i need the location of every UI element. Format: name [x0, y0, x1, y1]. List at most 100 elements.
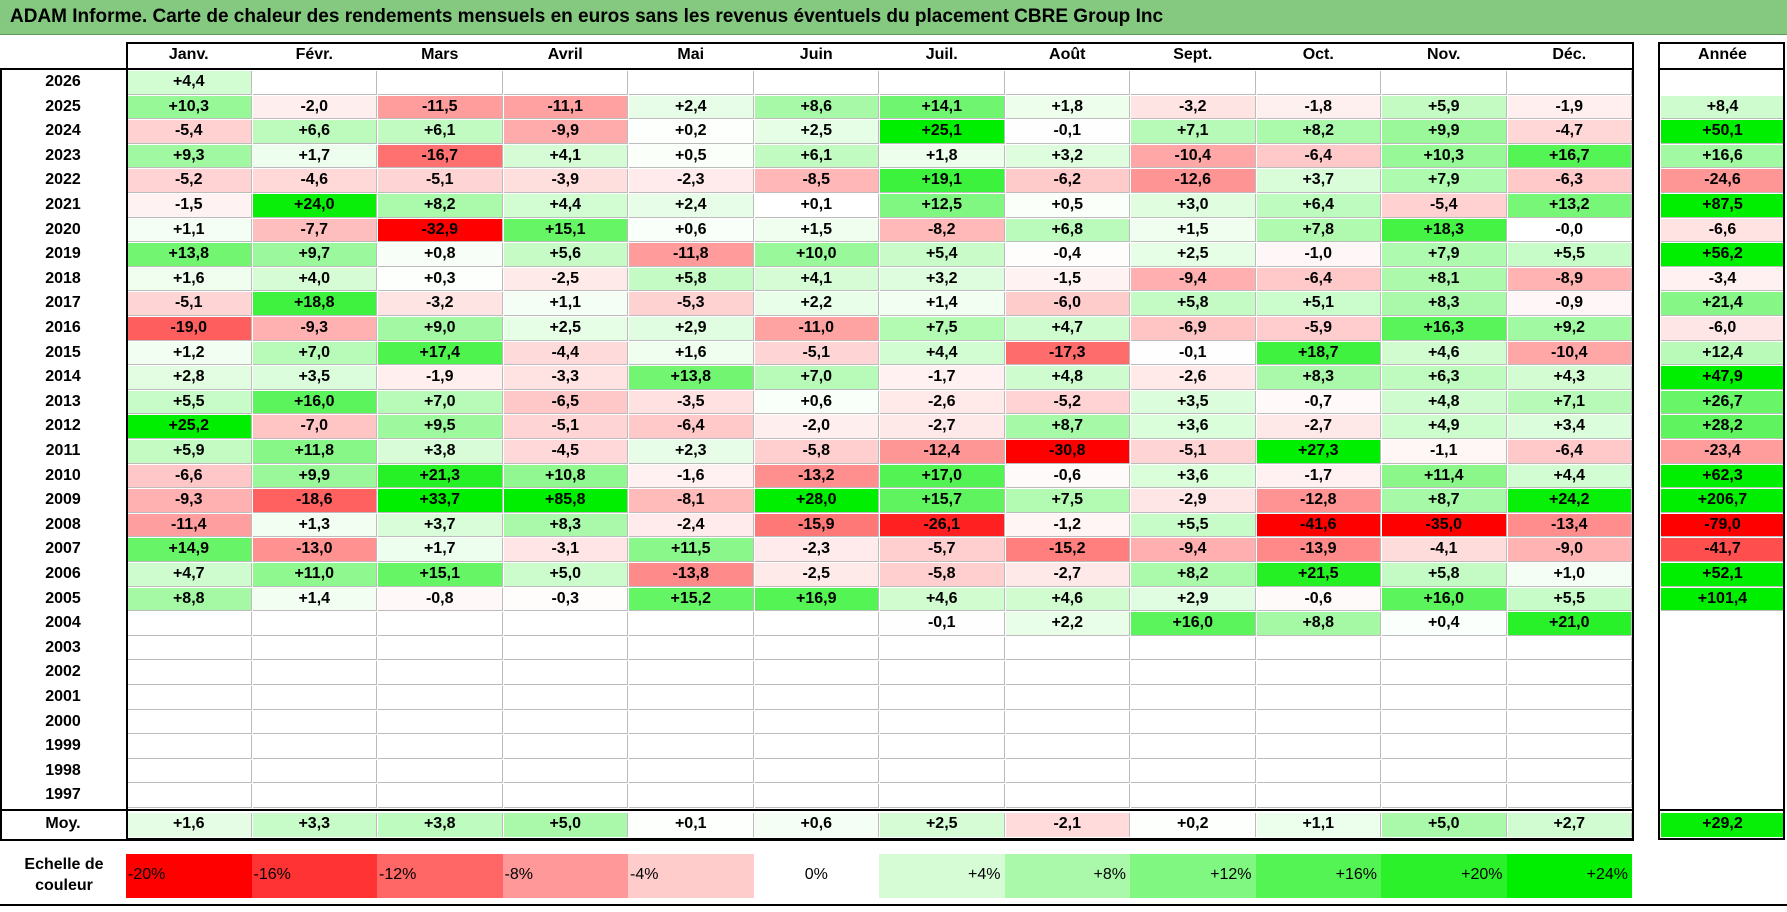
heatmap-cell — [1507, 759, 1632, 784]
cell-value: -16,7 — [421, 146, 458, 164]
heatmap-cell — [127, 489, 252, 513]
cell-value: +9,9 — [298, 466, 331, 484]
cell-value: -6,2 — [1053, 171, 1082, 189]
cell-value: +16,0 — [294, 392, 335, 410]
scale-step: 0% — [753, 854, 879, 898]
heatmap-cell — [880, 169, 1005, 193]
heatmap-cell — [503, 612, 628, 636]
cell-value: +7,5 — [1051, 491, 1084, 509]
annual-cell — [1661, 120, 1784, 144]
heatmap-cell — [1382, 612, 1507, 636]
cell-value: +3,6 — [1176, 417, 1209, 435]
cell-value: -12,6 — [1174, 171, 1211, 189]
cell-value: +16,0 — [1172, 614, 1213, 632]
heatmap-cell — [880, 317, 1005, 341]
cell-value: -5,1 — [802, 343, 831, 361]
heatmap-cell — [1256, 440, 1381, 464]
cell-value: +2,2 — [800, 294, 833, 312]
heatmap-cell — [629, 661, 754, 685]
heatmap-cell — [1131, 390, 1256, 415]
cell-value: -30,8 — [1049, 442, 1086, 459]
average-value: +3,8 — [423, 815, 456, 832]
heatmap-cell — [1005, 317, 1130, 341]
month-header: Sept. — [1173, 46, 1213, 63]
heatmap-cell — [378, 513, 503, 538]
cell-value: -26,1 — [923, 515, 960, 533]
month-header: Août — [1049, 46, 1086, 63]
heatmap-cell — [1131, 194, 1256, 218]
annual-cell — [1661, 267, 1784, 292]
average-cell — [754, 813, 879, 837]
heatmap-cell — [503, 735, 628, 759]
heatmap-cell — [127, 710, 252, 735]
heatmap-cell — [1005, 587, 1130, 612]
cell-value: -0,6 — [1053, 466, 1082, 484]
cell-value: +21,0 — [1549, 614, 1590, 632]
cell-value: -8,1 — [676, 491, 705, 509]
cell-value: -2,7 — [1304, 417, 1333, 435]
heatmap-cell — [754, 686, 879, 710]
heatmap-cell — [880, 661, 1005, 685]
average-cell — [629, 813, 754, 837]
cell-value: +18,7 — [1298, 343, 1339, 361]
heatmap-cell — [754, 661, 879, 685]
heatmap-cell — [1005, 194, 1130, 218]
cell-value: -2,3 — [676, 171, 705, 189]
average-cell — [252, 813, 377, 837]
heatmap-cell — [629, 563, 754, 587]
cell-value: -1,9 — [1555, 97, 1584, 115]
cell-value: +7,9 — [1427, 171, 1460, 189]
heatmap-cell — [1131, 636, 1256, 661]
heatmap-cell — [754, 464, 879, 489]
cell-value: -6,6 — [174, 466, 203, 484]
year-label: 1997 — [45, 786, 81, 804]
heatmap-cell — [1005, 636, 1130, 661]
heatmap-cell — [252, 144, 377, 169]
annual-value: +47,9 — [1702, 368, 1743, 386]
year-label: 2025 — [45, 97, 81, 115]
year-label: 2021 — [45, 196, 81, 213]
annual-value: +87,5 — [1702, 196, 1743, 213]
cell-value: -5,7 — [927, 540, 956, 558]
heatmap-cell — [629, 587, 754, 612]
heatmap-cell — [1507, 440, 1632, 464]
heatmap-cell — [127, 636, 252, 661]
cell-value: -0,4 — [1053, 245, 1082, 263]
cell-value: -7,0 — [300, 417, 329, 435]
heatmap-cell — [1005, 292, 1130, 316]
cell-value: -19,0 — [170, 319, 207, 336]
heatmap-cell — [1256, 686, 1381, 710]
annual-header: Année — [1698, 46, 1747, 63]
heatmap-cell — [127, 735, 252, 759]
heatmap-cell — [629, 464, 754, 489]
cell-value: +5,5 — [172, 392, 205, 410]
cell-value: +13,8 — [168, 245, 209, 263]
heatmap-cell — [503, 194, 628, 218]
cell-value: +2,9 — [1176, 589, 1209, 607]
annual-value: -23,4 — [1704, 442, 1741, 459]
heatmap-cell — [629, 267, 754, 292]
heatmap-cell — [880, 292, 1005, 316]
cell-value: -2,3 — [802, 540, 831, 558]
cell-value: -32,9 — [421, 220, 458, 238]
average-cell — [503, 813, 628, 837]
cell-value: -0,3 — [551, 589, 580, 607]
cell-value: -15,2 — [1049, 540, 1086, 558]
heatmap-cell — [754, 194, 879, 218]
year-label: 2007 — [45, 540, 81, 558]
cell-value: +7,1 — [1176, 122, 1209, 140]
heatmap-cell — [378, 440, 503, 464]
heatmap-cell — [1507, 194, 1632, 218]
annual-value: +50,1 — [1702, 122, 1743, 140]
cell-value: -1,7 — [927, 368, 956, 386]
heatmap-cell — [880, 686, 1005, 710]
scale-step: -12% — [377, 854, 503, 898]
heatmap-cell — [378, 390, 503, 415]
cell-value: +21,5 — [1298, 565, 1339, 582]
month-header: Févr. — [295, 46, 333, 63]
cell-value: +1,0 — [1553, 565, 1586, 582]
heatmap-cell — [1382, 292, 1507, 316]
heatmap-cell — [1382, 366, 1507, 390]
heatmap-cell — [629, 341, 754, 366]
annual-value: -41,7 — [1704, 540, 1741, 558]
